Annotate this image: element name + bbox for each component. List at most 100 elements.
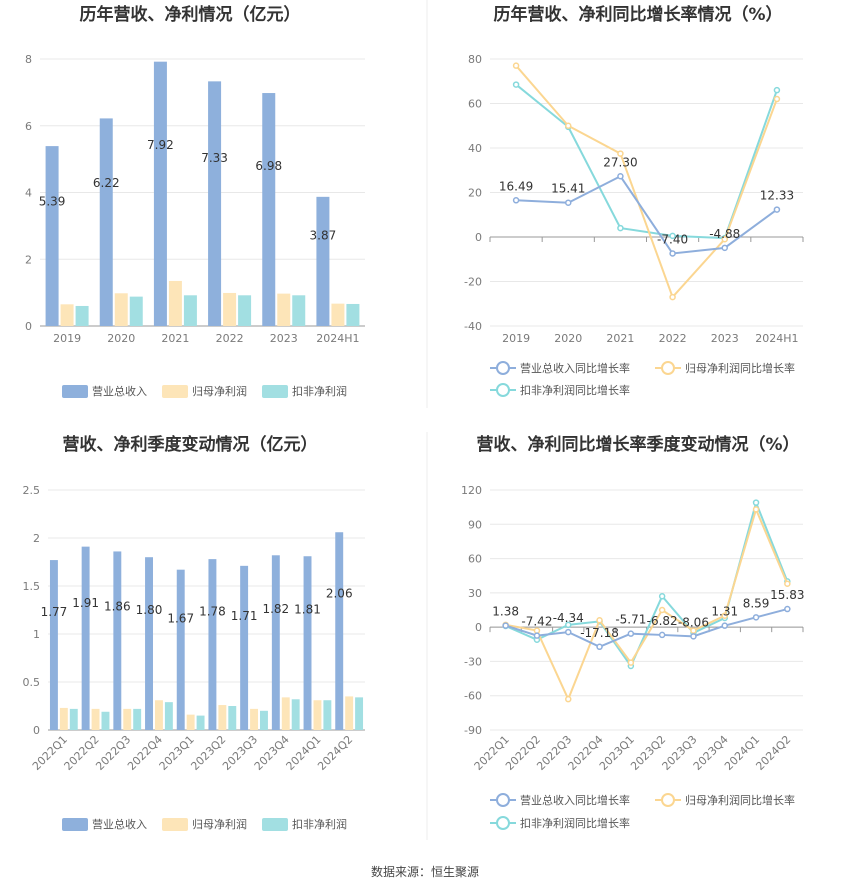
x-tick-label: 2024Q2: [753, 733, 793, 773]
line-value-label: -4.88: [709, 227, 740, 241]
data-point: [773, 206, 781, 213]
line-value-label: -5.71: [615, 613, 646, 627]
bar-net-profit: [154, 700, 163, 730]
legend-label: 扣非净利润同比增长率: [520, 816, 630, 830]
bar-value-label: 2.06: [326, 587, 353, 601]
bar-revenue: [303, 556, 312, 730]
bar-revenue: [316, 196, 330, 326]
y-tick-label: 90: [468, 518, 482, 531]
bar-net-profit: [123, 708, 132, 730]
line-value-label: -4.34: [553, 611, 584, 625]
y-tick-label: 6: [25, 120, 32, 133]
data-point: [627, 659, 635, 666]
bar-value-label: 7.33: [201, 151, 228, 165]
data-point: [669, 250, 676, 257]
data-point: [658, 593, 666, 600]
bar-revenue: [335, 532, 344, 730]
data-point: [752, 499, 760, 506]
y-tick-label: 1.5: [23, 580, 41, 593]
data-point: [502, 622, 509, 629]
bar-deducted-profit: [238, 295, 252, 326]
data-point: [721, 612, 728, 619]
line-value-label: 16.49: [499, 179, 533, 193]
chart-title: 营收、净利同比增长率季度变动情况（%）: [476, 434, 799, 455]
bar-deducted-profit: [228, 706, 237, 730]
bar-deducted-profit: [164, 702, 173, 730]
y-tick-label: 80: [468, 53, 482, 66]
legend-marker: [661, 793, 675, 807]
y-tick-label: 2: [33, 532, 40, 545]
data-point: [690, 627, 697, 634]
bar-deducted-profit: [129, 296, 143, 326]
legend-label: 扣非净利润: [292, 384, 347, 398]
data-point: [773, 95, 781, 103]
x-tick-label: 2023: [711, 332, 739, 345]
legend-marker: [496, 361, 510, 375]
bar-net-profit: [114, 293, 128, 326]
x-tick-label: 2019: [53, 332, 81, 345]
bar-revenue: [45, 146, 59, 326]
y-tick-label: -60: [464, 690, 482, 703]
data-point: [565, 199, 572, 206]
bar-value-label: 1.80: [136, 603, 163, 617]
bar-net-profit: [223, 292, 237, 326]
legend-marker: [496, 816, 510, 830]
line-value-label: 1.38: [492, 605, 519, 619]
y-tick-label: 20: [468, 187, 482, 200]
data-point: [690, 633, 697, 640]
y-tick-label: 0.5: [23, 676, 41, 689]
bar-deducted-profit: [196, 715, 205, 730]
legend-label: 归母净利润: [192, 384, 247, 398]
legend-marker: [496, 793, 510, 807]
x-tick-label: 2023: [270, 332, 298, 345]
y-tick-label: 1: [33, 628, 40, 641]
bar-revenue: [262, 93, 276, 326]
bar-net-profit: [60, 304, 74, 326]
bar-net-profit: [186, 714, 195, 730]
line-value-label: 1.31: [711, 605, 738, 619]
legend-marker: [496, 383, 510, 397]
bar-net-profit: [277, 293, 291, 326]
x-tick-label: 2021: [606, 332, 634, 345]
data-point: [596, 643, 603, 651]
data-point: [512, 197, 520, 204]
data-point: [565, 122, 572, 129]
source-note: 数据来源：恒生聚源: [371, 864, 479, 879]
bar-revenue: [271, 555, 280, 730]
data-point: [617, 150, 624, 157]
y-tick-label: 0: [33, 724, 40, 737]
bar-revenue: [49, 560, 58, 730]
y-tick-label: 4: [25, 187, 32, 200]
bar-value-label: 1.77: [41, 605, 68, 619]
bar-net-profit: [250, 708, 259, 730]
bar-deducted-profit: [183, 295, 197, 326]
y-tick-label: -20: [464, 276, 482, 289]
y-tick-label: 60: [468, 98, 482, 111]
data-point: [565, 628, 572, 636]
y-tick-label: 120: [461, 484, 482, 497]
x-tick-label: 2024Q2: [315, 733, 355, 773]
bar-net-profit: [91, 708, 100, 730]
bar-net-profit: [313, 700, 322, 730]
data-point: [784, 605, 791, 613]
y-tick-label: 40: [468, 142, 482, 155]
series-line-0: [516, 174, 778, 255]
bar-value-label: 1.71: [231, 609, 258, 623]
y-tick-label: 2.5: [23, 484, 41, 497]
line-value-label: 12.33: [760, 189, 794, 203]
bar-net-profit: [218, 705, 227, 730]
bar-revenue: [208, 559, 217, 730]
bar-value-label: 6.22: [93, 176, 120, 190]
data-point: [658, 606, 666, 614]
bar-net-profit: [331, 303, 345, 326]
data-point: [565, 621, 572, 629]
bar-value-label: 3.87: [310, 228, 337, 242]
bar-value-label: 7.92: [147, 138, 174, 152]
legend-swatch: [262, 385, 288, 398]
legend-swatch: [162, 818, 188, 831]
data-point: [752, 614, 760, 621]
series-line-2: [505, 499, 789, 669]
y-tick-label: 0: [475, 621, 482, 634]
x-tick-label: 2024H1: [316, 332, 359, 345]
series-line-1: [515, 65, 778, 299]
